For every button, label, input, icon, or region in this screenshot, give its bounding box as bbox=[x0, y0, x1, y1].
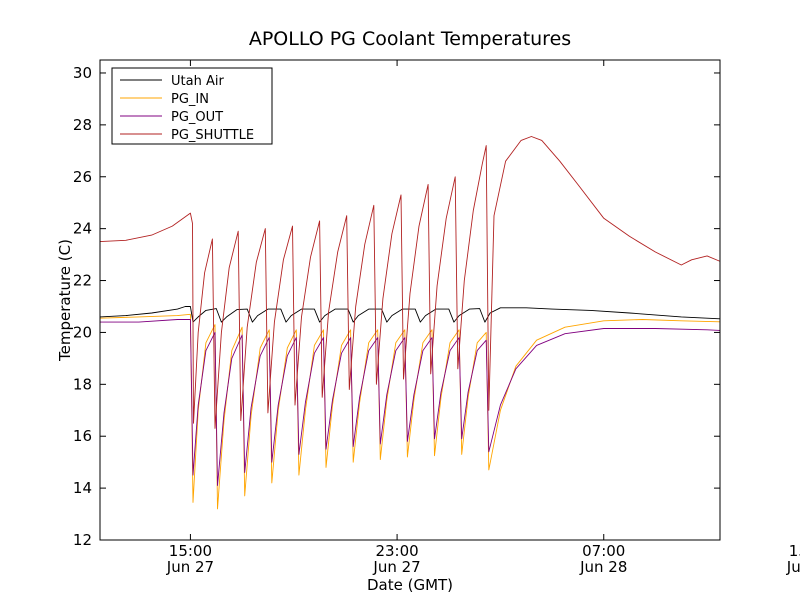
y-axis-label: Temperature (C) bbox=[56, 239, 74, 362]
x-tick-label-date: Jun 27 bbox=[166, 558, 214, 576]
x-tick-label-time: 23:00 bbox=[375, 542, 418, 560]
y-tick-label: 18 bbox=[73, 375, 92, 393]
y-tick-label: 20 bbox=[73, 323, 92, 341]
x-tick-label-date: Jun 27 bbox=[372, 558, 420, 576]
y-tick-label: 14 bbox=[73, 479, 92, 497]
legend: Utah Air PG_IN PG_OUT PG_SHUTTLE bbox=[111, 67, 273, 145]
x-tick-label-time: 07:00 bbox=[582, 542, 625, 560]
legend-box bbox=[111, 67, 273, 145]
chart-title: APOLLO PG Coolant Temperatures bbox=[249, 28, 571, 50]
y-tick-label: 30 bbox=[73, 64, 92, 82]
plot-frame bbox=[99, 59, 721, 541]
x-tick-label-date: Jun 28 bbox=[786, 558, 800, 576]
y-tick-label: 22 bbox=[73, 272, 92, 290]
series-line-utah-air bbox=[100, 306, 720, 323]
x-tick-label-time: 15:00 bbox=[169, 542, 212, 560]
legend-label-pg-in: PG_IN bbox=[171, 92, 209, 107]
legend-label-utah-air: Utah Air bbox=[171, 74, 224, 89]
y-tick-label: 12 bbox=[73, 531, 92, 549]
series-line-pg-shuttle bbox=[100, 136, 720, 429]
x-tick-label-date: Jun 28 bbox=[579, 558, 627, 576]
y-tick-label: 24 bbox=[73, 220, 92, 238]
y-tick-label: 26 bbox=[73, 168, 92, 186]
legend-label-pg-shuttle: PG_SHUTTLE bbox=[171, 128, 254, 143]
series-line-pg-out bbox=[100, 319, 720, 486]
legend-label-pg-out: PG_OUT bbox=[171, 110, 223, 125]
series-layer bbox=[100, 136, 720, 510]
x-axis-label: Date (GMT) bbox=[367, 576, 453, 594]
x-tick-label-time: 15:00 bbox=[789, 542, 800, 560]
y-tick-label: 28 bbox=[73, 116, 92, 134]
y-tick-label: 16 bbox=[73, 427, 92, 445]
